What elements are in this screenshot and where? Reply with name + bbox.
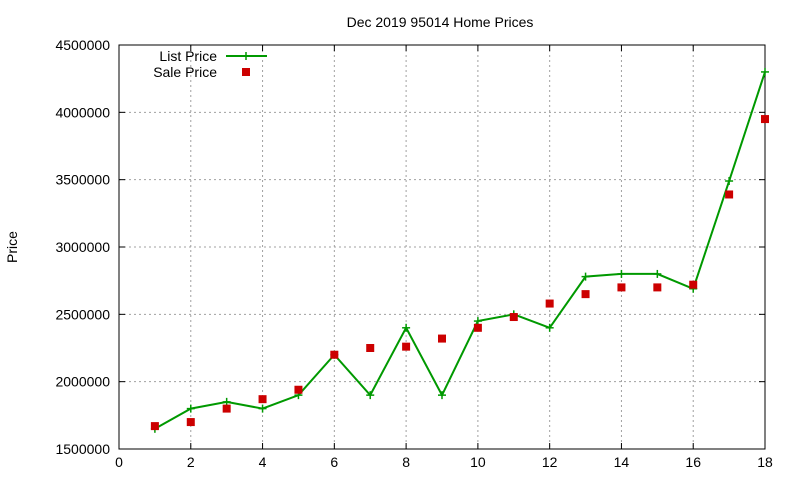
y-tick-label: 1500000 xyxy=(55,441,110,457)
x-tick-label: 8 xyxy=(402,454,410,470)
y-tick-label: 2000000 xyxy=(55,374,110,390)
sale-price-point xyxy=(689,280,698,289)
sale-price-point xyxy=(725,190,734,199)
sale-price-point xyxy=(653,283,662,292)
x-tick-label: 16 xyxy=(685,454,701,470)
list-price-point xyxy=(222,397,231,406)
grid xyxy=(119,45,765,449)
list-price-point xyxy=(186,404,195,413)
sale-price-point xyxy=(581,290,590,299)
sale-price-point xyxy=(150,422,159,431)
sale-price-point xyxy=(761,115,769,124)
legend-label-sale-price: Sale Price xyxy=(153,64,217,80)
sale-price-point xyxy=(258,395,267,404)
x-tick-label: 14 xyxy=(614,454,630,470)
list-price-point xyxy=(653,269,662,278)
x-tick-label: 6 xyxy=(330,454,338,470)
x-tick-label: 2 xyxy=(187,454,195,470)
y-tick-label: 2500000 xyxy=(55,306,110,322)
sale-price-point xyxy=(222,404,231,413)
list-price-point xyxy=(725,177,734,186)
y-tick-label: 3000000 xyxy=(55,239,110,255)
list-price-point xyxy=(473,317,482,326)
sale-price-point xyxy=(617,283,626,292)
x-tick-label: 0 xyxy=(115,454,123,470)
list-price-point xyxy=(617,269,626,278)
y-tick-label: 4500000 xyxy=(55,37,110,53)
x-tick-label: 12 xyxy=(542,454,558,470)
sale-price-point xyxy=(402,342,411,351)
legend-marker-sale-price xyxy=(242,68,250,76)
series-layer xyxy=(150,67,769,433)
sale-price-point xyxy=(545,299,554,308)
list-price-point xyxy=(581,272,590,281)
sale-price-point xyxy=(294,385,303,394)
chart-title: Dec 2019 95014 Home Prices xyxy=(347,14,534,30)
y-tick-label: 3500000 xyxy=(55,172,110,188)
list-price-line xyxy=(154,71,766,430)
x-tick-label: 10 xyxy=(470,454,486,470)
sale-price-point xyxy=(186,418,195,427)
legend-marker-list-price xyxy=(242,52,250,60)
list-price-point xyxy=(438,391,446,400)
y-axis-label: Price xyxy=(4,231,20,263)
axes: 0 2 4 6 8 10 12 14 16 18 1500000 2000000 2500000 3000… xyxy=(55,37,773,470)
x-tick-label: 4 xyxy=(259,454,267,470)
list-price-point xyxy=(402,323,411,332)
legend-label-list-price: List Price xyxy=(159,48,217,64)
sale-price-point xyxy=(509,313,518,322)
x-tick-label: 18 xyxy=(757,454,773,470)
list-price-point xyxy=(366,391,375,400)
list-price-point xyxy=(761,67,769,76)
y-tick-label: 4000000 xyxy=(55,104,110,120)
list-price-point xyxy=(545,323,554,332)
sale-price-point xyxy=(366,344,375,352)
sale-price-point xyxy=(438,334,446,343)
list-price-point xyxy=(258,404,267,413)
sale-price-point xyxy=(473,323,482,332)
sale-price-point xyxy=(330,350,339,359)
